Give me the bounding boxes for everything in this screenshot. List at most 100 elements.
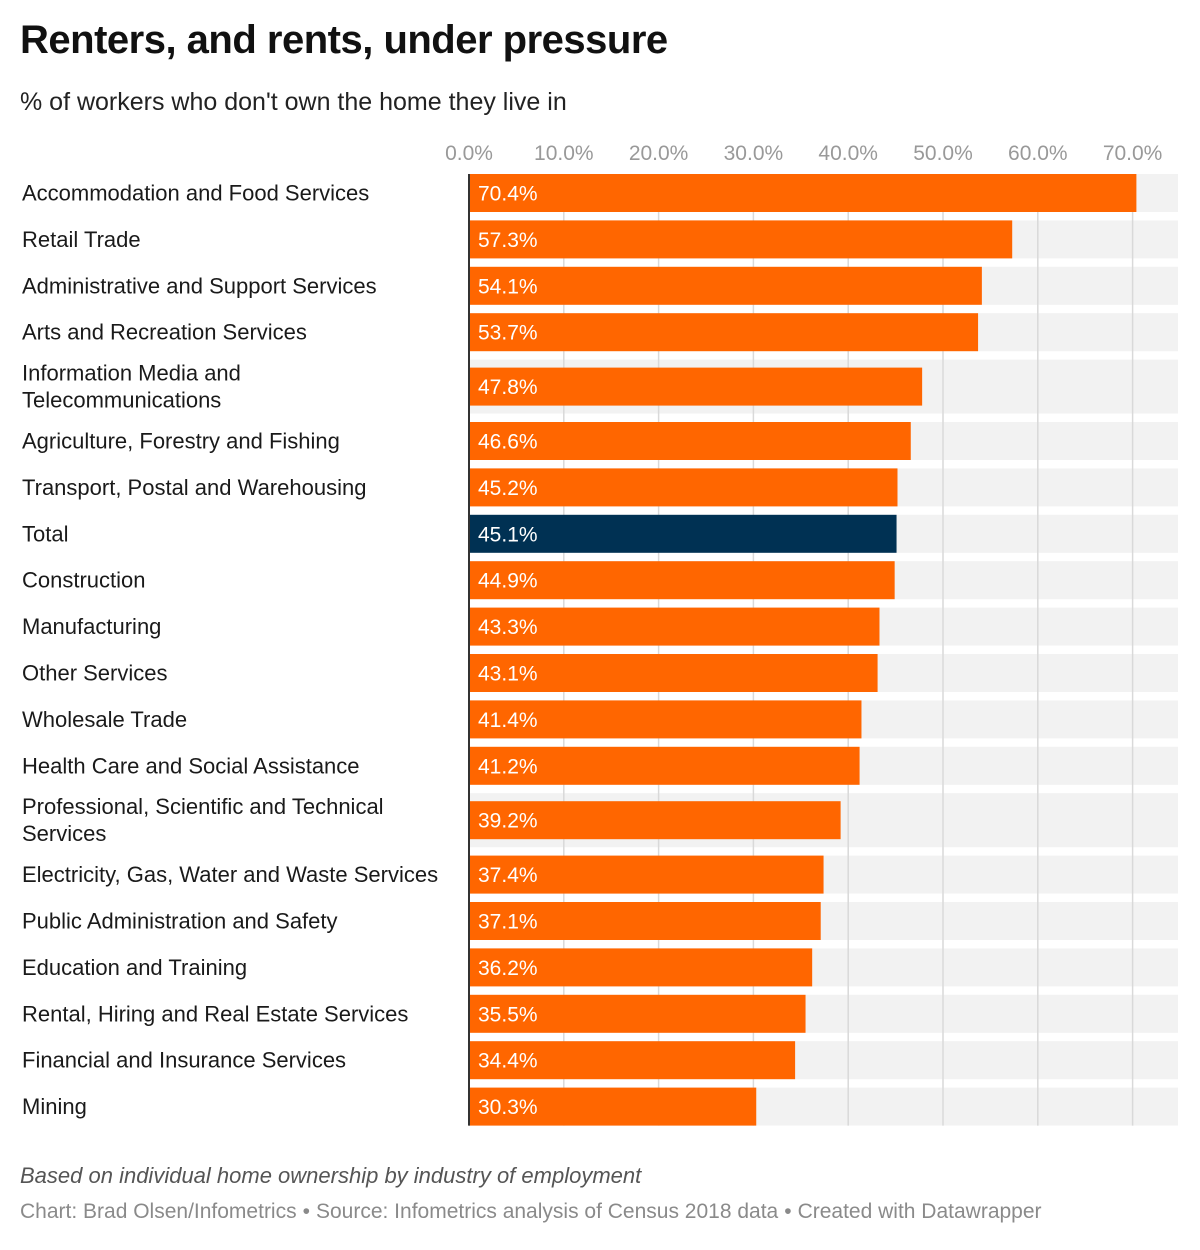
bar — [469, 422, 911, 460]
bar — [469, 468, 898, 507]
value-label: 34.4% — [478, 1050, 538, 1073]
category-label: Other Services — [22, 661, 168, 686]
category-label: Accommodation and Food Services — [22, 181, 369, 206]
credit-separator: • — [302, 1200, 310, 1223]
category-label: Public Administration and Safety — [22, 909, 338, 934]
value-label: 47.8% — [478, 376, 538, 399]
chart-notes: Based on individual home ownership by in… — [20, 1163, 642, 1188]
value-label: 45.1% — [478, 523, 538, 546]
category-label-line: Retail Trade — [22, 227, 141, 252]
credit-tool: Created with Datawrapper — [797, 1200, 1042, 1223]
bar — [469, 902, 821, 940]
category-label: Wholesale Trade — [22, 707, 187, 732]
category-label: Professional, Scientific and Technical Se… — [22, 794, 384, 846]
category-label-line: Health Care and Social Assistance — [22, 753, 360, 778]
category-label: Education and Training — [22, 955, 247, 980]
bar — [469, 561, 895, 600]
category-label: Rental, Hiring and Real Estate Services — [22, 1001, 408, 1026]
category-label-line: Wholesale Trade — [22, 707, 187, 732]
category-label-line: Electricity, Gas, Water and Waste Servic… — [22, 862, 438, 887]
category-label: Agriculture, Forestry and Fishing — [22, 429, 340, 454]
value-label: 36.2% — [478, 957, 538, 980]
bar — [469, 367, 923, 406]
value-label: 45.2% — [478, 477, 538, 500]
bar — [469, 855, 824, 894]
category-label: Administrative and Support Services — [22, 273, 377, 298]
category-label-line: Manufacturing — [22, 614, 161, 639]
x-tick-label: 30.0% — [724, 142, 784, 165]
category-label-line: Administrative and Support Services — [22, 273, 377, 298]
category-label-line: Education and Training — [22, 955, 247, 980]
value-label: 30.3% — [478, 1096, 538, 1119]
chart-title: Renters, and rents, under pressure — [20, 18, 668, 62]
category-label-line: Professional, Scientific and Technical — [22, 794, 384, 819]
category-label-line: Accommodation and Food Services — [22, 181, 369, 206]
x-tick-label: 40.0% — [818, 142, 878, 165]
credit-author: Chart: Brad Olsen/Infometrics — [20, 1200, 297, 1223]
bar — [469, 654, 878, 692]
credit-source: Source: Infometrics analysis of Census 2… — [315, 1200, 779, 1223]
bar — [469, 948, 813, 987]
category-label: Information Media and Telecommunications — [22, 361, 241, 413]
value-label: 39.2% — [478, 810, 538, 833]
category-label: Financial and Insurance Services — [22, 1048, 346, 1073]
category-label-line: Information Media and — [22, 361, 241, 386]
category-label: Mining — [22, 1094, 87, 1119]
category-label-line: Rental, Hiring and Real Estate Services — [22, 1001, 408, 1026]
x-tick-label: 50.0% — [913, 142, 973, 165]
bar — [469, 313, 979, 352]
category-label-line: Transport, Postal and Warehousing — [22, 475, 366, 500]
category-label-line: Services — [22, 821, 106, 846]
category-label-line: Agriculture, Forestry and Fishing — [22, 429, 340, 454]
bar — [469, 1087, 757, 1126]
category-label-line: Telecommunications — [22, 388, 221, 413]
category-label: Transport, Postal and Warehousing — [22, 475, 366, 500]
category-label-line: Mining — [22, 1094, 87, 1119]
bar — [469, 1041, 796, 1080]
chart-subtitle: % of workers who don't own the home they… — [20, 88, 567, 116]
bar — [469, 746, 860, 785]
category-label-line: Other Services — [22, 661, 168, 686]
x-tick-label: 20.0% — [629, 142, 689, 165]
bar — [469, 994, 806, 1033]
category-label-line: Public Administration and Safety — [22, 909, 338, 934]
value-label: 43.3% — [478, 616, 538, 639]
value-label: 44.9% — [478, 570, 538, 593]
bar — [469, 220, 1013, 259]
x-tick-label: 70.0% — [1103, 142, 1163, 165]
bar — [469, 801, 841, 840]
value-label: 41.4% — [478, 709, 538, 732]
value-label: 70.4% — [478, 183, 538, 206]
category-label: Retail Trade — [22, 227, 141, 252]
bar — [469, 607, 880, 646]
category-label: Manufacturing — [22, 614, 161, 639]
value-label: 46.6% — [478, 431, 538, 454]
value-label: 53.7% — [478, 322, 538, 345]
category-label: Electricity, Gas, Water and Waste Servic… — [22, 862, 438, 887]
value-label: 57.3% — [478, 229, 538, 252]
category-label: Total — [22, 521, 68, 546]
x-tick-label: 0.0% — [445, 142, 493, 165]
x-tick-label: 10.0% — [534, 142, 594, 165]
value-label: 41.2% — [478, 755, 538, 778]
x-tick-label: 60.0% — [1008, 142, 1068, 165]
category-label: Health Care and Social Assistance — [22, 753, 360, 778]
value-label: 37.1% — [478, 911, 538, 934]
value-label: 35.5% — [478, 1003, 538, 1026]
bar-chart: 0.0% 10.0% 20.0% 30.0% 40.0% 50.0% 60.0% 70.0% 7… — [22, 142, 1178, 1126]
category-label-line: Total — [22, 521, 68, 546]
bar — [469, 700, 862, 739]
category-label: Arts and Recreation Services — [22, 320, 307, 345]
bar-highlight — [469, 514, 897, 553]
bar — [469, 266, 982, 305]
bar — [469, 174, 1137, 212]
category-label-line: Financial and Insurance Services — [22, 1048, 346, 1073]
value-label: 54.1% — [478, 275, 538, 298]
chart-credits: Chart: Brad Olsen/Infometrics • Source: In… — [20, 1200, 1042, 1224]
category-label-line: Construction — [22, 568, 146, 593]
value-label: 43.1% — [478, 663, 538, 686]
value-label: 37.4% — [478, 864, 538, 887]
category-label: Construction — [22, 568, 146, 593]
credit-separator: • — [784, 1200, 792, 1223]
category-label-line: Arts and Recreation Services — [22, 320, 307, 345]
